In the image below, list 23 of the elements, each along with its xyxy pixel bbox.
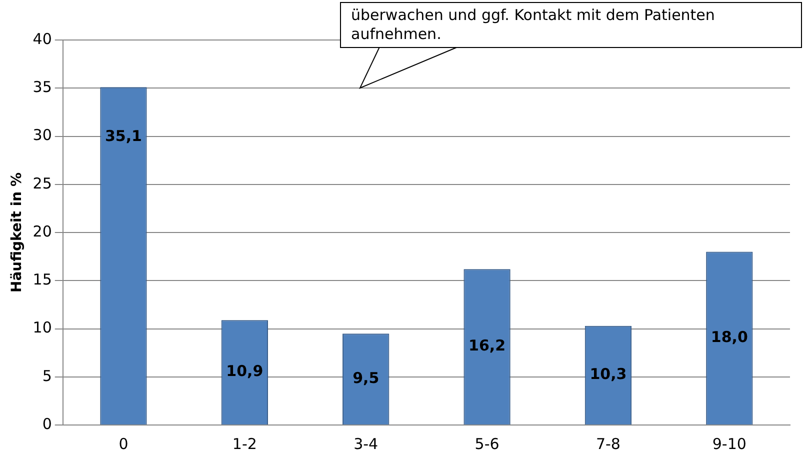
y-tick-label: 35 [32,78,52,96]
data-label: 18,0 [710,328,748,346]
x-tick-label: 3-4 [354,434,378,453]
y-tick-label: 30 [32,126,52,144]
data-label: 10,3 [590,365,627,384]
y-tick-label: 10 [32,318,52,337]
data-label: 16,2 [468,336,506,355]
data-label: 35,1 [104,127,142,146]
annotation: überwachen und ggf. Kontakt mit dem Patienten aufnehmen. [340,2,802,48]
y-tick-label: 40 [32,30,52,48]
y-tick-label: 5 [42,366,52,385]
x-tick-label: 0 [118,434,128,453]
x-tick-label: 1-2 [232,434,257,453]
x-tick-label: 9-10 [712,434,746,453]
y-tick-label: 0 [42,414,52,433]
data-label: 10,9 [226,362,264,380]
y-axis-title: Häufigkeit in % [9,172,26,292]
y-tick-label: 15 [32,270,52,289]
y-tick-label: 25 [32,174,52,192]
x-tick-label: 7-8 [596,434,620,453]
x-tick-label: 5-6 [474,434,500,453]
data-label: 9,5 [352,368,380,387]
y-tick-label: 20 [32,222,52,240]
